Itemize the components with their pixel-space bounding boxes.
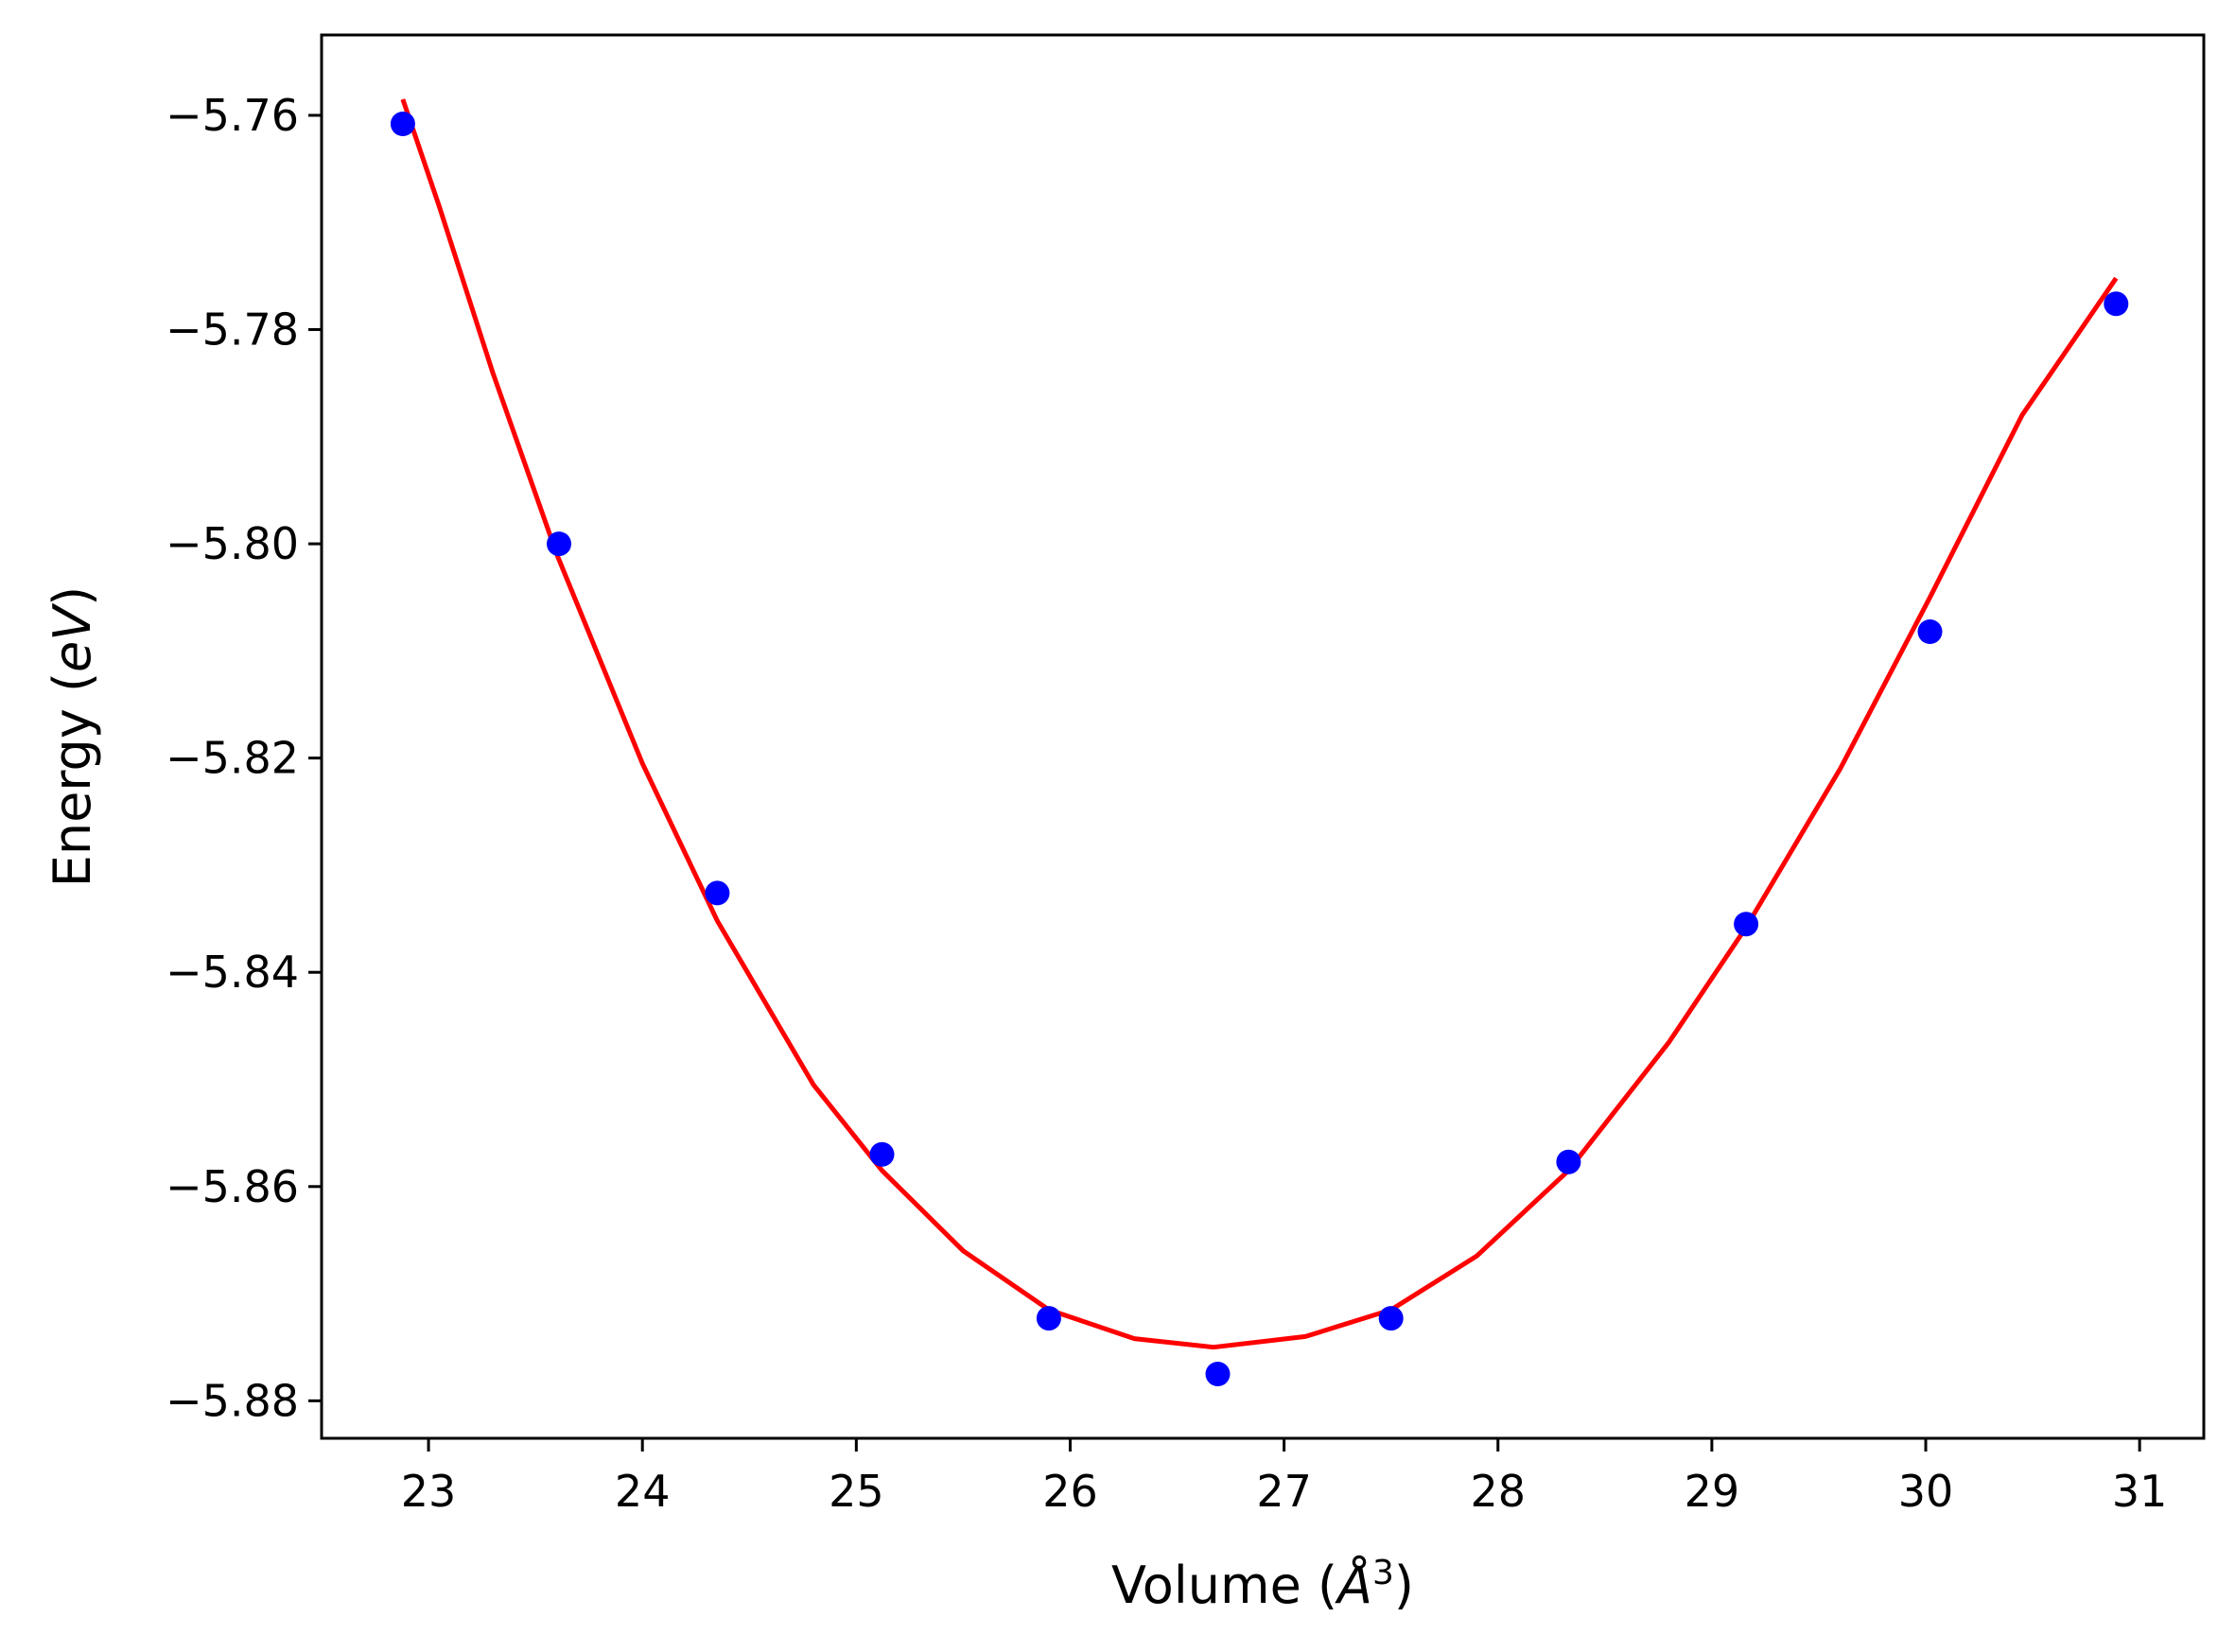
y-axis-label-text: Energy [43, 708, 102, 887]
data-point [1917, 619, 1943, 644]
x-tick-label: 24 [615, 1466, 671, 1517]
data-point [869, 1141, 895, 1167]
x-axis-label-exponent: 3 [1372, 1554, 1394, 1592]
y-tick-label: −5.82 [166, 733, 299, 784]
data-point [2104, 291, 2129, 317]
plot-area [390, 98, 2129, 1386]
y-tick-label: −5.84 [166, 947, 299, 998]
y-axis-label-open: ( [43, 672, 102, 708]
axes-frame [320, 33, 2206, 1440]
x-tick-label: 29 [1685, 1466, 1740, 1517]
x-tick-label: 31 [2112, 1466, 2168, 1517]
x-axis-label: Volume (Å3) [1111, 1554, 1414, 1615]
y-tick-label: −5.78 [166, 304, 299, 356]
fit-curve [400, 98, 2119, 1350]
data-point [390, 112, 415, 136]
y-tick-label: −5.76 [166, 90, 299, 141]
data-point [705, 880, 730, 906]
data-point [1378, 1306, 1404, 1331]
x-tick-label: 26 [1042, 1466, 1098, 1517]
data-point [1036, 1306, 1061, 1331]
x-tick-label: 25 [829, 1466, 884, 1517]
data-point [1556, 1149, 1581, 1174]
data-point [1205, 1362, 1231, 1386]
x-tick-label: 27 [1256, 1466, 1312, 1517]
y-tick-label: −5.88 [166, 1375, 299, 1426]
y-axis-label-unit: eV [43, 602, 102, 672]
y-axis-label: Energy (eV) [43, 586, 102, 888]
x-axis-label-close: ) [1394, 1556, 1414, 1615]
x-tick-label: 23 [401, 1466, 457, 1517]
x-axis-label-open: ( [1301, 1556, 1337, 1615]
y-tick-label: −5.80 [166, 518, 299, 569]
y-axis-label-close: ) [43, 586, 102, 606]
data-point [1734, 912, 1759, 937]
data-point [547, 531, 571, 557]
y-axis-ticks: −5.76 −5.78 −5.80 −5.82 −5.84 −5.86 −5.88 [166, 90, 322, 1426]
x-axis-label-unit: Å [1335, 1555, 1372, 1615]
y-tick-label: −5.86 [166, 1161, 299, 1212]
x-tick-label: 28 [1470, 1466, 1526, 1517]
x-tick-label: 30 [1898, 1466, 1954, 1517]
x-axis-label-text: Volume [1111, 1556, 1301, 1615]
x-axis-ticks: 23 24 25 26 27 28 29 30 31 [401, 1438, 2168, 1517]
